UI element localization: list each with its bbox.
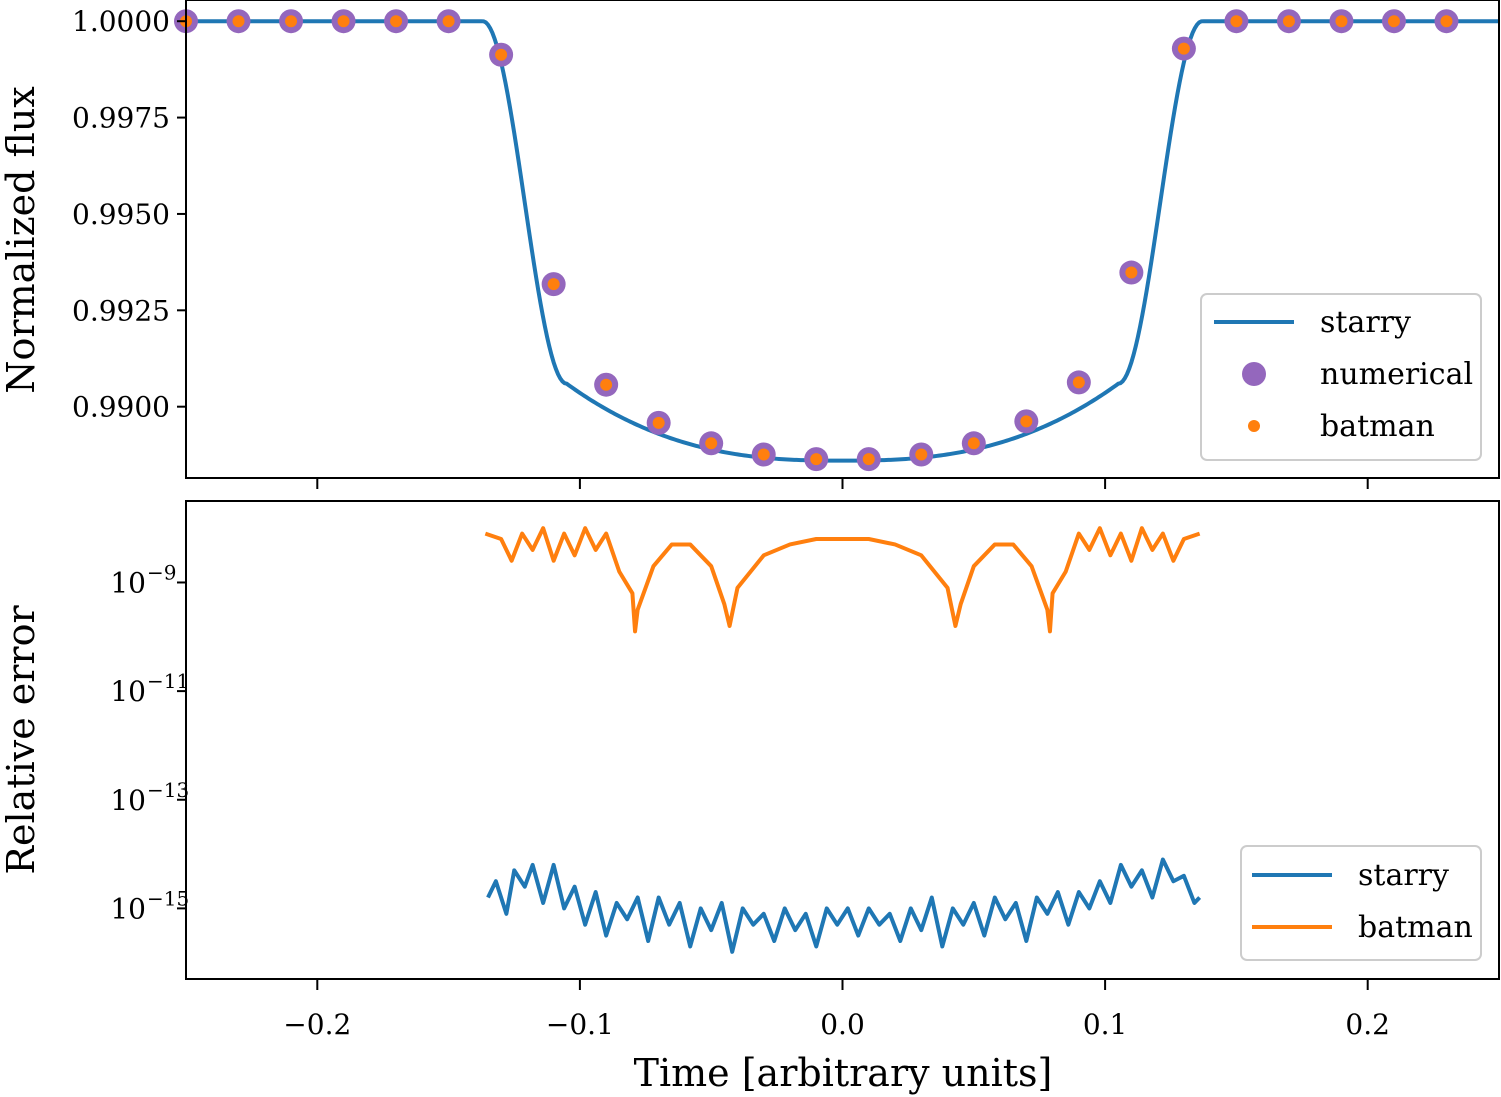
- top-plot-area: [174, 9, 1499, 472]
- bottom-xtick-label: 0.1: [1083, 1008, 1128, 1041]
- series-starry-error-line: [486, 857, 1202, 954]
- batman-point: [1440, 15, 1453, 28]
- bottom-plot-area: [484, 526, 1202, 954]
- bottom-xtick-label: −0.1: [546, 1008, 614, 1041]
- top-panel: 1.0000 0.9975 0.9950 0.9925 0.9900 Normalize…: [0, 0, 1500, 489]
- top-y-ticks: 1.0000 0.9975 0.9950 0.9925 0.9900: [72, 5, 186, 424]
- x-axis-label: Time [arbitrary units]: [634, 1051, 1053, 1095]
- batman-point: [1387, 15, 1400, 28]
- batman-point: [1020, 415, 1033, 428]
- batman-point: [915, 448, 928, 461]
- batman-point: [1125, 266, 1138, 279]
- top-y-axis-label: Normalized flux: [0, 86, 43, 393]
- batman-point: [1177, 42, 1190, 55]
- bottom-xtick-label: 0.2: [1345, 1008, 1390, 1041]
- batman-point: [1282, 15, 1295, 28]
- batman-point: [810, 453, 823, 466]
- legend2-batman-label: batman: [1358, 910, 1473, 945]
- bottom-xtick-label: −0.2: [283, 1008, 351, 1041]
- bottom-ytick-label: 10: [110, 892, 146, 925]
- bottom-ytick-exponent: −9: [147, 560, 176, 584]
- batman-point: [967, 437, 980, 450]
- top-legend: starry numerical batman: [1200, 293, 1482, 461]
- top-ytick-label: 0.9950: [72, 198, 170, 231]
- batman-point: [705, 437, 718, 450]
- batman-point: [757, 448, 770, 461]
- legend-batman-label: batman: [1320, 409, 1435, 444]
- batman-point: [600, 378, 613, 391]
- legend-batman-marker-swatch: [1248, 420, 1260, 432]
- top-ytick-label: 0.9900: [72, 391, 170, 424]
- batman-point: [285, 15, 298, 28]
- batman-point: [547, 278, 560, 291]
- bottom-ytick-exponent: −13: [147, 778, 189, 802]
- top-ytick-label: 0.9925: [72, 294, 170, 327]
- top-ytick-label: 0.9975: [72, 102, 170, 135]
- bottom-ytick-label: 10: [110, 566, 146, 599]
- top-x-ticks: [316, 478, 1369, 489]
- batman-point: [337, 15, 350, 28]
- legend2-starry-label: starry: [1358, 858, 1449, 893]
- batman-point: [1072, 376, 1085, 389]
- top-ytick-label: 1.0000: [72, 5, 170, 38]
- bottom-xtick-label: 0.0: [820, 1008, 865, 1041]
- bottom-x-ticks: −0.2 −0.1 0.0 0.1 0.2: [283, 979, 1390, 1041]
- batman-point: [495, 48, 508, 61]
- batman-point: [862, 453, 875, 466]
- top-legend-box: [1200, 293, 1482, 461]
- legend-numerical-label: numerical: [1320, 357, 1473, 392]
- bottom-ytick-exponent: −11: [147, 669, 189, 693]
- bottom-ytick-label: 10: [110, 784, 146, 817]
- batman-point: [232, 15, 245, 28]
- legend-numerical-marker-swatch: [1242, 362, 1266, 386]
- bottom-ytick-label: 10: [110, 675, 146, 708]
- batman-point: [1335, 15, 1348, 28]
- series-batman-error-line: [484, 526, 1201, 634]
- bottom-y-axis-label: Relative error: [0, 605, 43, 875]
- batman-point: [390, 15, 403, 28]
- batman-point: [1230, 15, 1243, 28]
- bottom-ytick-exponent: −15: [147, 886, 189, 910]
- batman-point: [652, 416, 665, 429]
- bottom-legend: starry batman: [1240, 845, 1482, 961]
- legend-starry-label: starry: [1320, 305, 1411, 340]
- batman-point: [442, 15, 455, 28]
